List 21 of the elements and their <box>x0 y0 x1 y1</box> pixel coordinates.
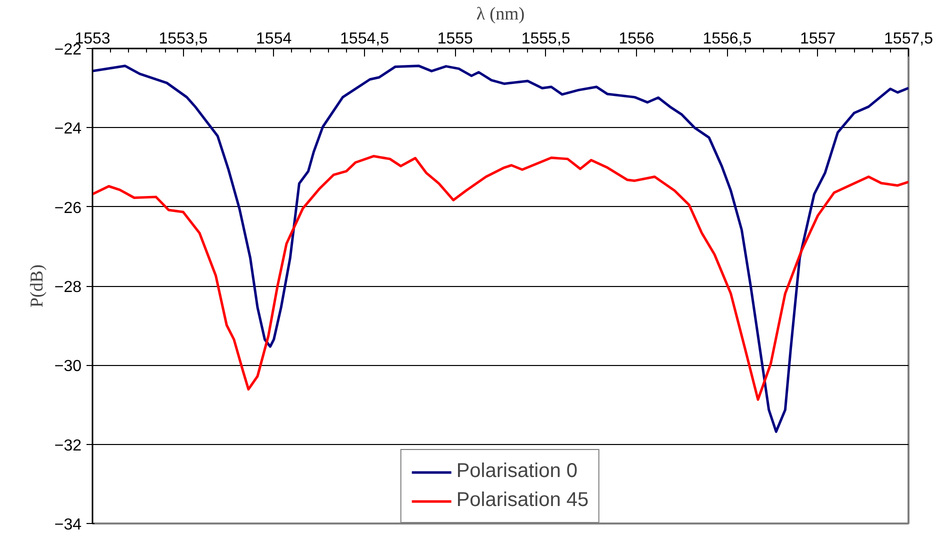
x-tick-label: 1555,5 <box>521 30 570 48</box>
x-tick-label: 1554 <box>256 30 292 48</box>
y-tick-label: −24 <box>54 120 82 138</box>
y-axis-title: P(dB) <box>26 264 46 308</box>
line-series <box>92 154 908 401</box>
x-tick-label: 1555 <box>437 30 474 48</box>
x-tick-label: 1556,5 <box>702 30 752 48</box>
y-tick-label: −34 <box>54 516 82 533</box>
y-tick-label: −32 <box>54 437 82 454</box>
legend-label: Polarisation 0 <box>456 460 578 483</box>
y-tick-label: −28 <box>54 279 82 296</box>
line-series <box>92 64 908 433</box>
x-tick-label: 1556 <box>618 30 654 48</box>
x-tick-label: 1554,5 <box>340 30 390 48</box>
x-tick-label: 1553,5 <box>158 30 208 48</box>
y-tick-label: −30 <box>54 358 82 376</box>
y-tick-label: −26 <box>54 200 82 217</box>
x-tick-label: 1557 <box>800 30 836 48</box>
legend-label: Polarisation 45 <box>456 489 589 512</box>
x-axis-title: λ (nm) <box>476 4 525 24</box>
x-tick-label: 1557,5 <box>884 30 934 48</box>
